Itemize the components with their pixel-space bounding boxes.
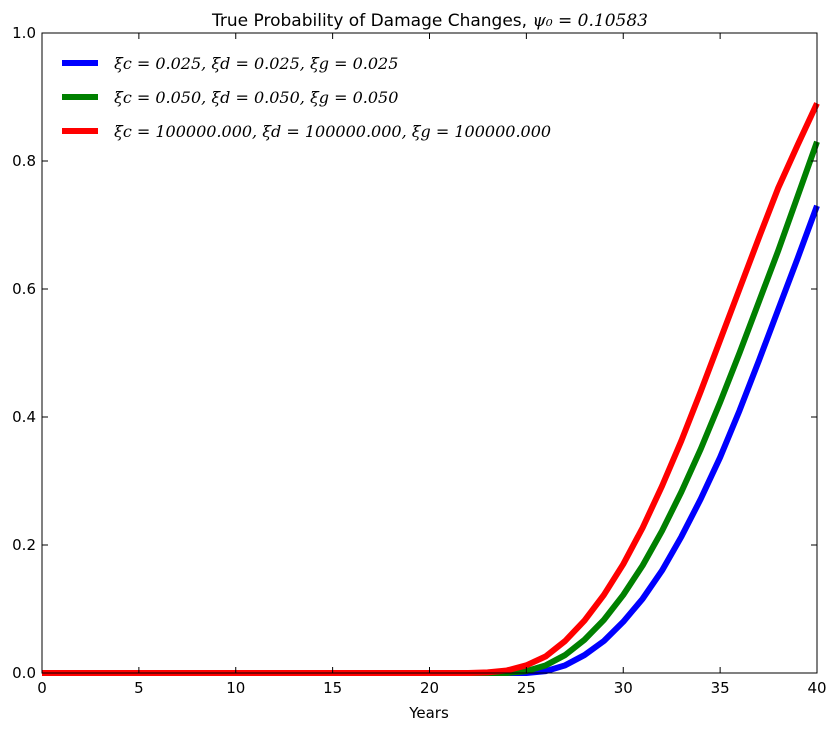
x-tick-label: 35 [711,679,730,697]
x-tick-label: 0 [37,679,47,697]
y-tick-label: 0.2 [12,536,36,554]
chart-title: True Probability of Damage Changes, ψ₀ =… [211,11,648,31]
y-tick-label: 0.0 [12,664,36,682]
chart-title-prefix: True Probability of Damage Changes, [211,11,532,31]
y-tick-label: 1.0 [12,24,36,42]
x-tick-label: 20 [420,679,439,697]
y-axis: 0.0 0.2 0.4 0.6 0.8 1.0 [12,24,817,682]
x-tick-label: 40 [807,679,826,697]
x-tick-label: 5 [134,679,144,697]
legend-label-2: ξc = 0.050, ξd = 0.050, ξg = 0.050 [114,88,398,107]
x-tick-label: 25 [517,679,536,697]
y-tick-label: 0.4 [12,408,36,426]
legend-label-1: ξc = 0.025, ξd = 0.025, ξg = 0.025 [114,54,398,73]
legend-label-3: ξc = 100000.000, ξd = 100000.000, ξg = 1… [114,122,551,141]
x-axis-label: Years [408,704,449,722]
chart-title-math: ψ₀ = 0.10583 [532,11,648,31]
x-tick-label: 30 [614,679,633,697]
y-tick-label: 0.8 [12,152,36,170]
x-tick-label: 15 [323,679,342,697]
y-tick-label: 0.6 [12,280,36,298]
legend: ξc = 0.025, ξd = 0.025, ξg = 0.025 ξc = 0… [62,54,551,141]
x-axis: 0 5 10 15 20 25 30 35 40 [37,33,827,697]
x-tick-label: 10 [226,679,245,697]
